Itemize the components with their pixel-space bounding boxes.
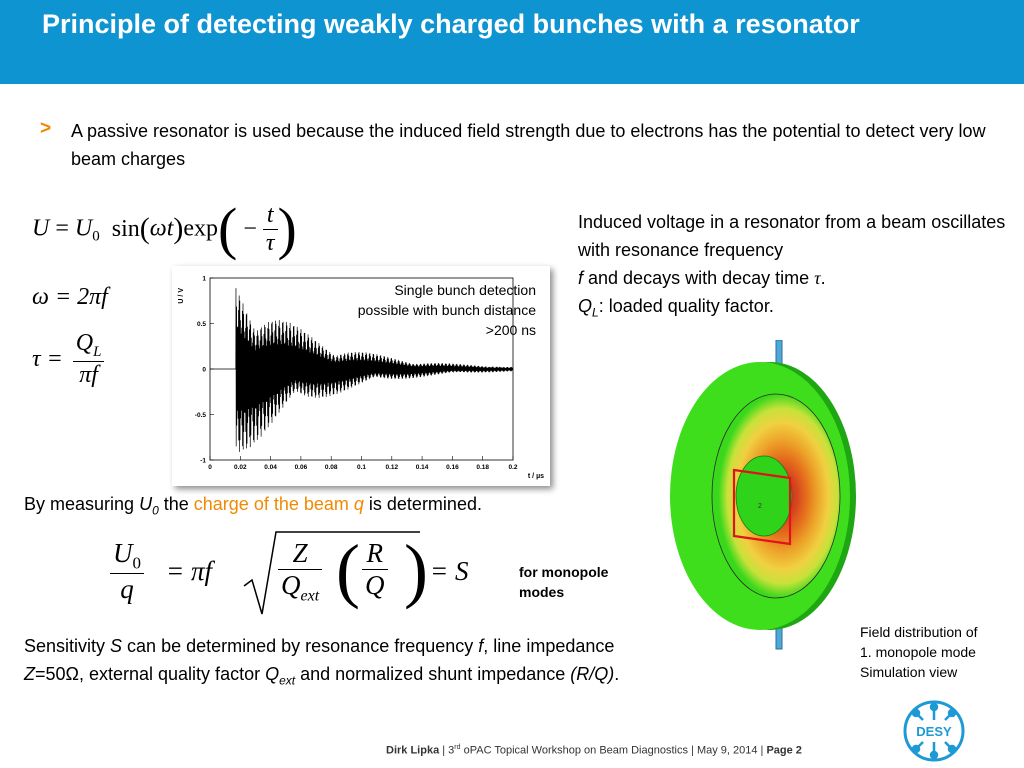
x-tick-label: 0.06: [295, 464, 308, 471]
figure-caption: Field distribution of 1. monopole mode S…: [860, 624, 978, 680]
beam-charge-highlight: charge of the beam q: [193, 494, 364, 514]
title-bar: Principle of detecting weakly charged bu…: [0, 0, 1024, 84]
footer-event: oPAC Topical Workshop on Beam Diagnostic…: [460, 744, 767, 757]
description-tau: τ: [814, 268, 821, 288]
bullet-marker: >: [40, 118, 52, 139]
voltage-equation: U = U0 sin(ωt)exp(− t τ): [32, 196, 297, 261]
u0-over-q-fraction: U0 q: [110, 538, 144, 605]
resonator-simulation-image: 2: [670, 340, 856, 650]
cut-plane: [732, 468, 792, 546]
measure-statement: By measuring U0 the charge of the beam q…: [24, 494, 482, 518]
page-number: Page 2: [766, 744, 802, 757]
beam-pipe: [735, 455, 793, 537]
description-ql: Q: [578, 296, 593, 316]
tau-denominator: τ: [265, 229, 275, 256]
x-tick-label: 0.02: [234, 464, 247, 471]
tau-equation: τ = QL πf: [32, 330, 105, 389]
x-tick-label: 0.16: [446, 464, 459, 471]
y-tick-label: -0.5: [195, 412, 207, 419]
signal-chart-svg: U / V t / µs 0 0.02 0.04 0.06 0.08 0.1 0.12 0.1…: [178, 276, 544, 481]
chart-annotation: Single bunch detection possible with bun…: [357, 282, 536, 338]
footer-author: Dirk Lipka: [386, 744, 440, 757]
monopole-note: for monopole modes: [519, 564, 609, 600]
sensitivity-formula: U0 q = πf Z Qext ( R Q ) = S: [110, 528, 510, 618]
sin-function: sin: [111, 215, 140, 242]
x-tick-label: 0.08: [325, 464, 338, 471]
desy-logo: DESY: [903, 700, 965, 762]
x-tick-label: 0.12: [385, 464, 398, 471]
x-tick-label: 0.14: [416, 464, 429, 471]
description-ql-text: : loaded quality factor.: [598, 296, 774, 316]
signal-chart: U / V t / µs 0 0.02 0.04 0.06 0.08 0.1 0.12 0.1…: [172, 266, 550, 486]
resonator-description: Induced voltage in a resonator from a be…: [578, 212, 1006, 320]
ql-over-pif-fraction: QL πf: [72, 330, 105, 389]
omega-t: ωt: [149, 215, 174, 242]
resonator-label: 2: [758, 503, 762, 510]
description-line1: Induced voltage in a resonator from a be…: [578, 212, 1006, 260]
measure-u0: U: [139, 494, 153, 514]
u0-subscript: 0: [92, 228, 100, 245]
equals-pif: = πf: [166, 556, 212, 586]
x-tick-label: 0.2: [508, 464, 517, 471]
y-tick-label: 0: [202, 367, 206, 374]
z-over-qext-fraction: Z Qext: [278, 538, 323, 605]
y-tick-label: 0.5: [197, 321, 206, 328]
square-root-sign: [243, 531, 420, 615]
minus-sign: −: [243, 215, 257, 242]
x-tick-label: 0: [208, 464, 212, 471]
t-numerator: t: [262, 202, 278, 230]
ql-numerator: Q: [75, 330, 94, 356]
signal-trace: [210, 288, 514, 452]
footer: Dirk Lipka | 3rd oPAC Topical Workshop o…: [386, 744, 802, 757]
description-ql-sub: L: [592, 305, 599, 320]
u0-symbol: U: [74, 215, 93, 242]
tau-lhs: τ =: [32, 345, 63, 372]
omega-equation: ω = 2πf: [32, 284, 108, 310]
top-coupler: [775, 340, 783, 367]
sensitivity-paragraph: Sensitivity S can be determined by reson…: [24, 636, 620, 688]
x-axis-label: t / µs: [528, 473, 544, 480]
description-line2: and decays with decay time: [583, 268, 815, 288]
slide-title: Principle of detecting weakly charged bu…: [42, 9, 860, 39]
y-tick-label: 1: [202, 276, 206, 283]
x-tick-label: 0.04: [264, 464, 277, 471]
description-f: f: [578, 268, 584, 288]
x-tick-label: 0.1: [357, 464, 366, 471]
equals-s: = S: [430, 556, 469, 586]
y-tick-label: -1: [200, 458, 206, 465]
pif-denominator: πf: [79, 361, 98, 388]
ql-subscript: L: [93, 343, 102, 360]
logo-text: DESY: [916, 724, 952, 739]
y-axis-label: U / V: [178, 288, 185, 304]
x-tick-label: 0.18: [476, 464, 489, 471]
u-symbol: U: [32, 215, 50, 242]
exp-function: exp: [183, 215, 219, 242]
r-over-q-fraction: R Q: [362, 538, 388, 601]
bullet-text: A passive resonator is used because the …: [71, 121, 986, 169]
